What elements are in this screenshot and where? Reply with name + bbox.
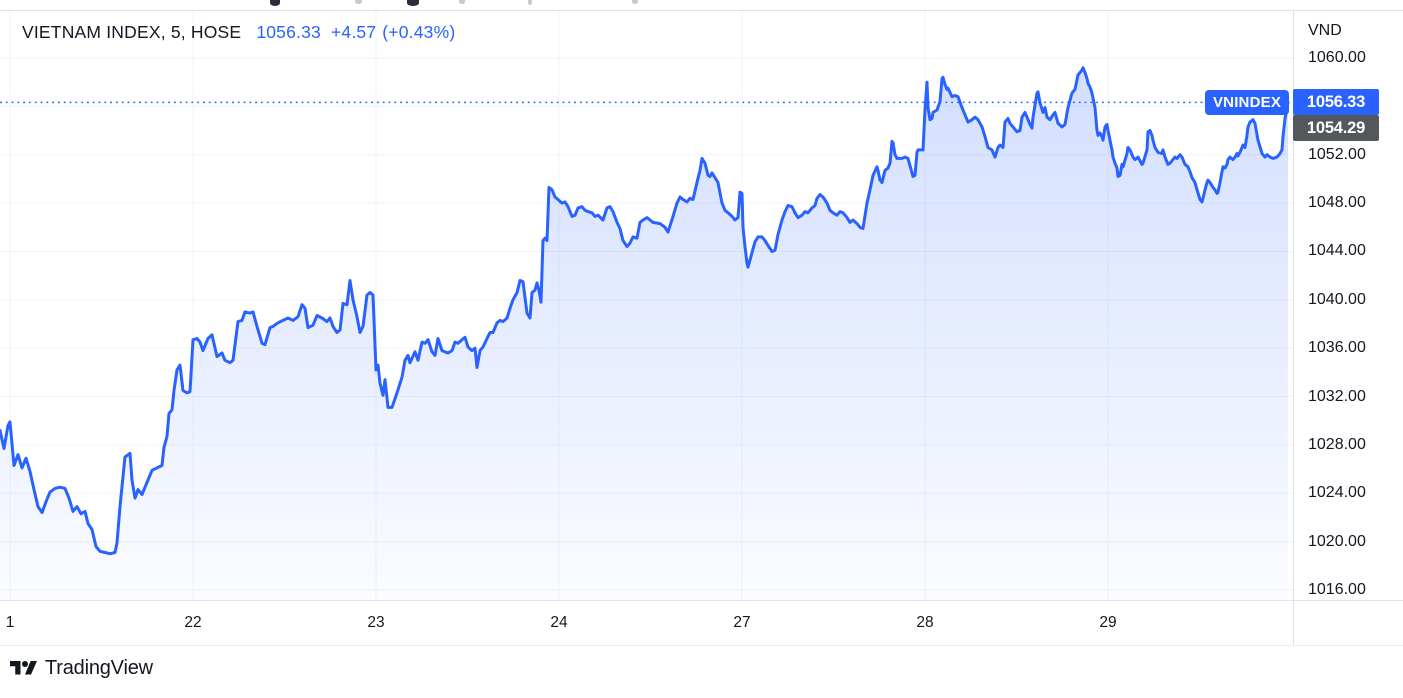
price-tick-label: 1060.00 <box>1308 49 1366 66</box>
price-tick-label: 1052.00 <box>1308 145 1366 163</box>
prev-close-axis-badge: 1054.29 <box>1293 115 1379 141</box>
time-tick-label: 23 <box>367 614 385 631</box>
clipped-text-mark <box>632 0 638 4</box>
tradingview-attribution[interactable]: TradingView <box>10 657 153 680</box>
price-change-percent: (+0.43%) <box>382 22 456 42</box>
time-tick-label: 28 <box>916 614 934 631</box>
time-tick-label: 22 <box>184 614 202 631</box>
clipped-text-mark <box>270 0 280 6</box>
price-tick-label: 1036.00 <box>1308 339 1366 357</box>
time-tick-label: 1 <box>5 614 15 631</box>
tradingview-brand-text: TradingView <box>45 657 153 679</box>
price-tick-label: 1016.00 <box>1308 580 1366 598</box>
clipped-text-mark <box>355 0 362 4</box>
clipped-text-mark <box>528 0 532 5</box>
price-tick-label: 1040.00 <box>1308 290 1366 308</box>
price-tick-label: 1032.00 <box>1308 387 1366 405</box>
current-price-axis-badge: 1056.33 <box>1293 89 1379 115</box>
price-tick-label: 1048.00 <box>1308 194 1366 212</box>
chart-legend: VIETNAM INDEX, 5, HOSE 1056.33 +4.57 (+0.43… <box>22 22 455 43</box>
currency-axis-label: VND <box>1308 22 1342 39</box>
price-tick-label: 1020.00 <box>1308 532 1366 550</box>
time-tick-label: 27 <box>733 614 751 631</box>
price-change-value: +4.57 <box>330 22 377 42</box>
clipped-text-mark <box>459 0 465 4</box>
symbol-title[interactable]: VIETNAM INDEX, 5, HOSE <box>22 22 242 42</box>
price-tick-label: 1028.00 <box>1308 435 1366 453</box>
price-series <box>0 66 1293 600</box>
time-tick-label: 29 <box>1099 614 1117 631</box>
price-tick-label: 1024.00 <box>1308 484 1366 502</box>
symbol-price-line-badge: VNINDEX <box>1205 90 1289 115</box>
clipped-text-mark <box>407 0 419 6</box>
last-price-value: 1056.33 <box>256 22 321 42</box>
time-tick-label: 24 <box>550 614 568 631</box>
price-tick-label: 1044.00 <box>1308 242 1366 260</box>
tradingview-logo-icon <box>10 658 37 679</box>
